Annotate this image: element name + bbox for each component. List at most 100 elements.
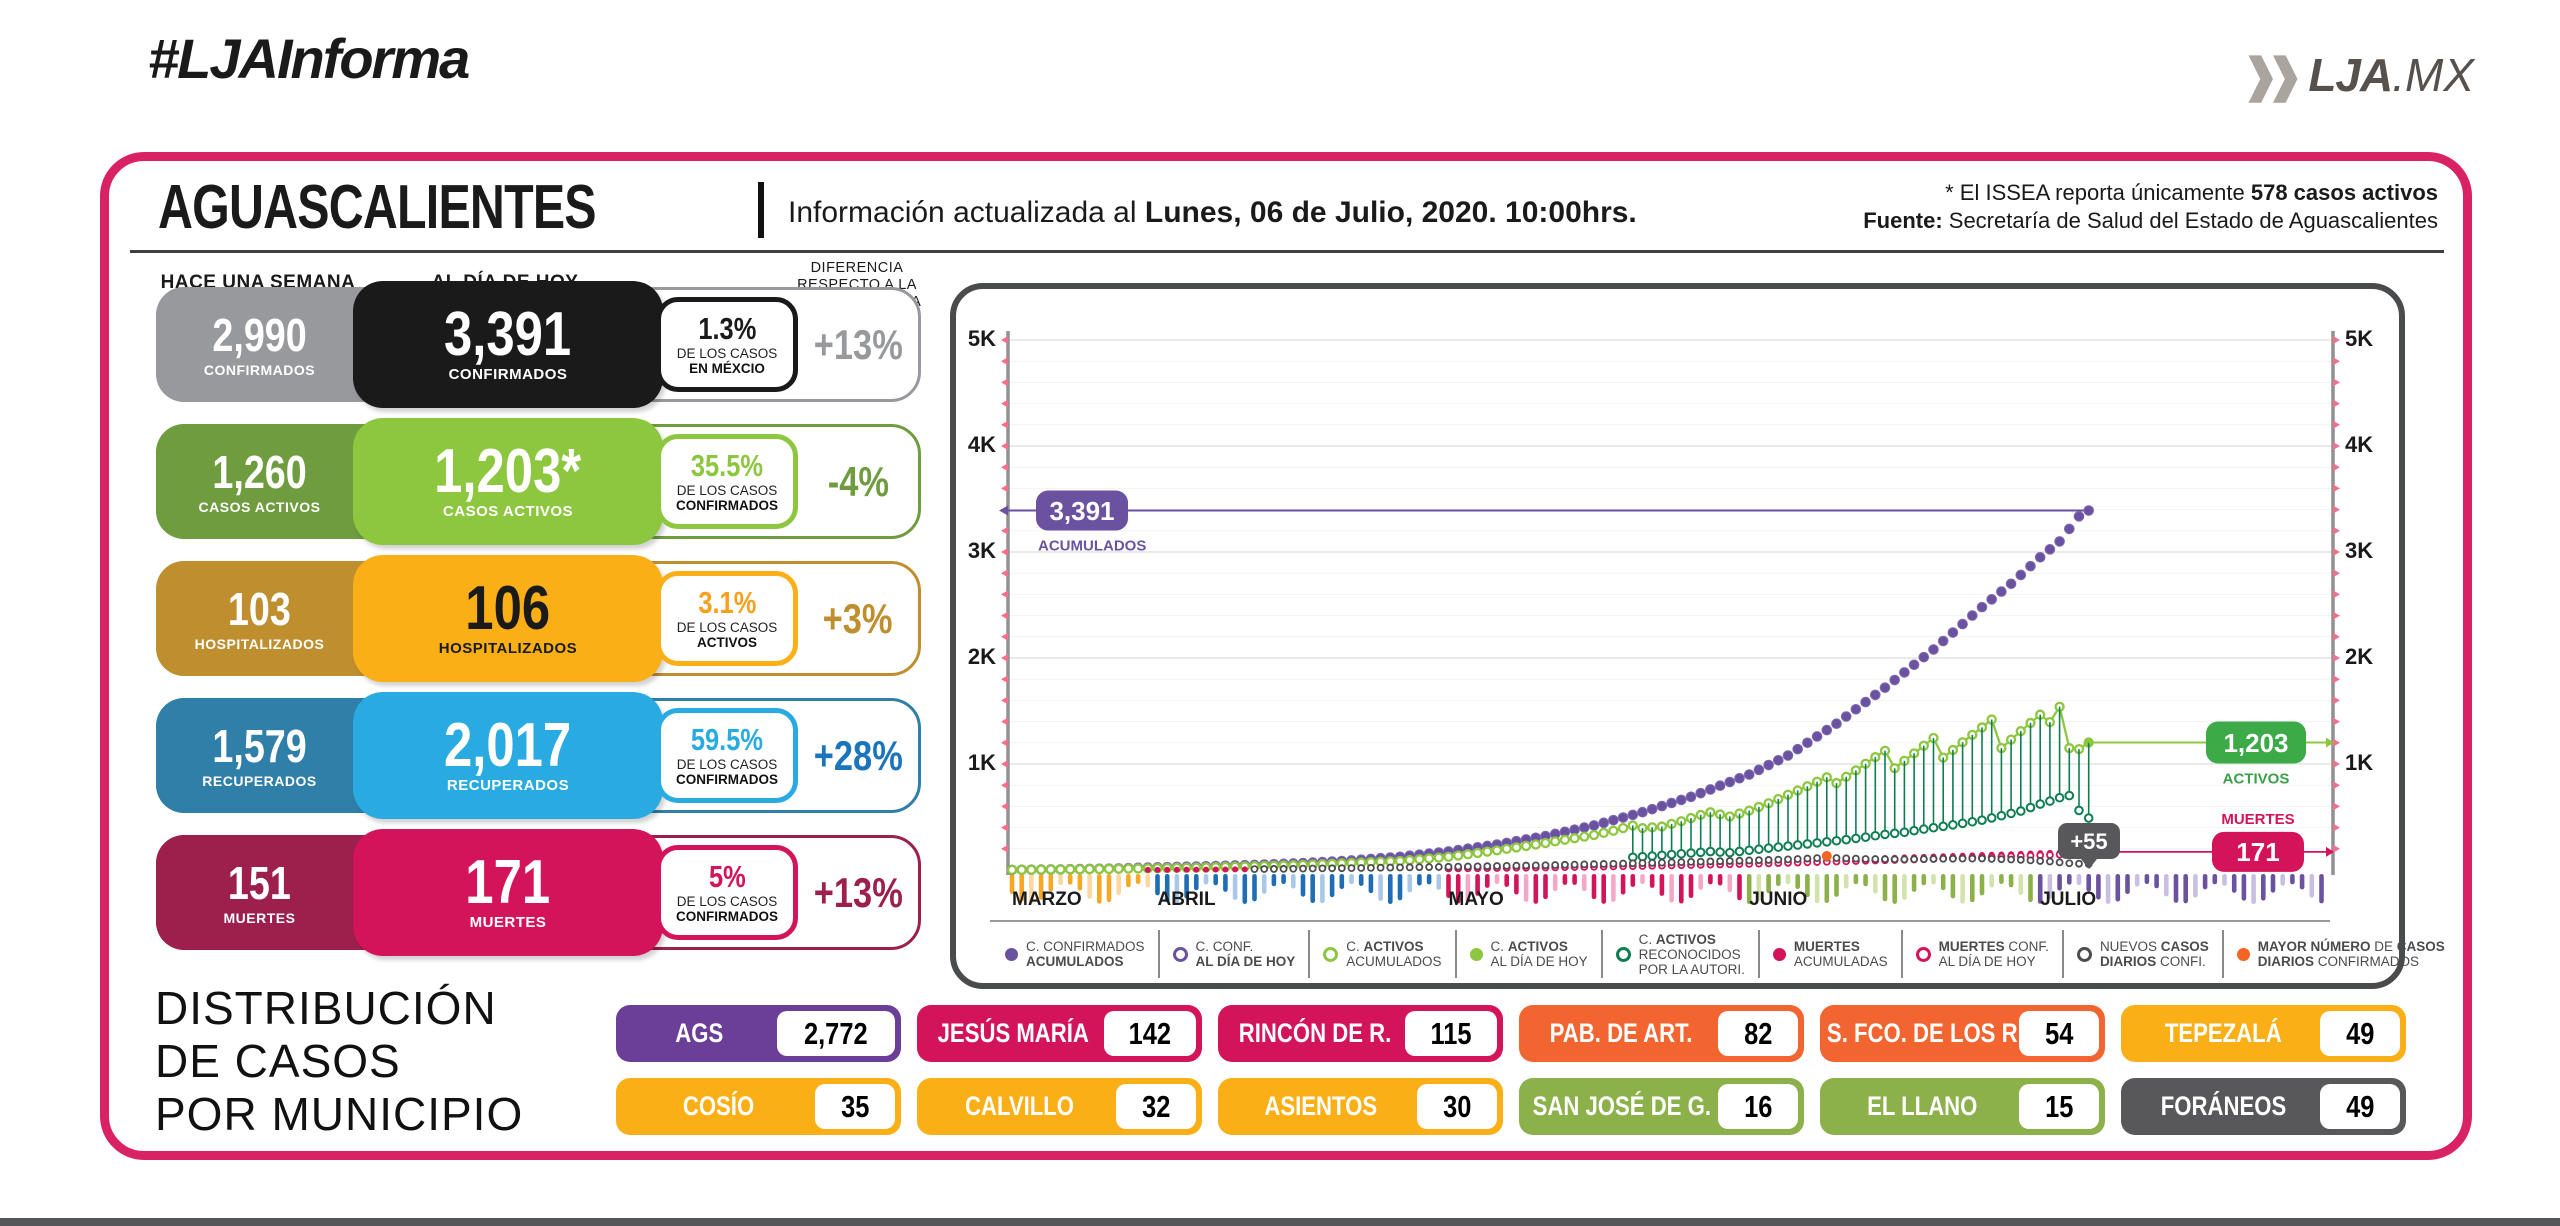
daily-bar bbox=[1698, 874, 1703, 890]
daily-bar bbox=[1213, 874, 1218, 886]
active-point bbox=[1540, 837, 1551, 849]
daily-bar bbox=[1126, 874, 1131, 888]
tick-left bbox=[1001, 590, 1008, 599]
deaths-point bbox=[1232, 866, 1239, 873]
open-point bbox=[1978, 854, 1986, 863]
daily-bar bbox=[1873, 874, 1878, 894]
source-note: Fuente: Secretaría de Salud del Estado d… bbox=[1863, 208, 2438, 233]
municipality-badge-cos-o: COSÍO 35 bbox=[616, 1078, 901, 1135]
open-point bbox=[1803, 854, 1812, 863]
open-point bbox=[2036, 857, 2045, 865]
legend-label: C. CONF. AL DÍA DE HOY bbox=[1195, 939, 1296, 969]
recognized-point bbox=[1919, 824, 1929, 834]
last-week-label: MUERTES bbox=[223, 910, 296, 926]
daily-bar bbox=[2261, 874, 2266, 901]
municipality-name: COSÍO bbox=[682, 1091, 755, 1121]
active-point bbox=[1084, 863, 1095, 875]
open-point bbox=[1919, 855, 1928, 863]
issea-note: * El ISSEA reporta únicamente 578 casos … bbox=[1945, 180, 2438, 205]
recognized-point bbox=[1967, 816, 1978, 827]
daily-bar bbox=[1242, 874, 1248, 904]
active-point bbox=[1588, 829, 1600, 841]
tick-right bbox=[2333, 420, 2340, 429]
daily-bar bbox=[1824, 874, 1830, 904]
confirmed-badge bbox=[1036, 490, 1128, 531]
recognized-point bbox=[1831, 835, 1842, 846]
bottom-bar bbox=[0, 1218, 2560, 1226]
legend-marker-icon bbox=[1172, 946, 1188, 962]
confirmed-point bbox=[1890, 675, 1899, 685]
confirmed-point bbox=[2016, 570, 2026, 580]
daily-bar bbox=[1853, 874, 1859, 885]
open-point bbox=[2055, 858, 2064, 867]
epidemic-curve-chart: 1K 1K 2K 2K 3K 3K 4K 4K 5K 5K 3,391 ACUMULADOS 1,203… bbox=[950, 283, 2405, 989]
confirmed-point bbox=[1580, 823, 1589, 832]
recognized-point bbox=[2016, 806, 2026, 816]
daily-bar bbox=[2067, 874, 2072, 885]
legend-label: C. CONFIRMADOS ACUMULADOS bbox=[1026, 939, 1145, 969]
daily-bar bbox=[2018, 874, 2024, 896]
open-point bbox=[1774, 855, 1783, 864]
deaths-point bbox=[1173, 866, 1180, 873]
daily-bar bbox=[1223, 874, 1228, 892]
daily-bar bbox=[2096, 874, 2101, 900]
legend-label: C. ACTIVOS AL DÍA DE HOY bbox=[1490, 939, 1588, 969]
brand-tld: .MX bbox=[2392, 49, 2474, 101]
percent-line2: DE LOS CASOS bbox=[676, 893, 778, 909]
confirmed-point bbox=[1812, 732, 1822, 741]
confirmed-point bbox=[1647, 804, 1657, 814]
open-point bbox=[1396, 863, 1404, 872]
recognized-point bbox=[1948, 820, 1958, 830]
active-point bbox=[1462, 849, 1474, 860]
open-point bbox=[1580, 860, 1589, 869]
recognized-point bbox=[1841, 834, 1852, 845]
daily-bar bbox=[1145, 874, 1151, 888]
tick-right bbox=[2333, 569, 2340, 578]
daily-bar bbox=[1475, 874, 1480, 896]
daily-bar bbox=[1019, 874, 1024, 902]
daily-bar bbox=[1349, 874, 1354, 885]
title-divider bbox=[758, 182, 764, 238]
daily-bar bbox=[1077, 874, 1083, 891]
percent-value: 35.5% bbox=[690, 447, 764, 483]
open-point bbox=[2026, 856, 2035, 865]
open-point bbox=[1968, 854, 1977, 863]
percent-line2: DE LOS CASOS bbox=[676, 482, 778, 498]
lja-informa-hashtag: #LJA bbox=[148, 27, 279, 90]
legend-marker-icon bbox=[1615, 946, 1631, 962]
stat-row-recuperados: 1,579 RECUPERADOS 2,017 RECUPERADOS 59.5% DE … bbox=[156, 692, 921, 819]
municipality-count: 49 bbox=[2320, 1084, 2400, 1129]
recognized-point bbox=[1792, 840, 1803, 850]
confirmed-point bbox=[1851, 705, 1861, 714]
recognized-point bbox=[2035, 799, 2045, 809]
daily-bar bbox=[1795, 874, 1800, 890]
daily-bar bbox=[2183, 874, 2188, 904]
deaths-badge-label: MUERTES bbox=[2221, 811, 2294, 828]
recognized-point bbox=[1773, 842, 1784, 852]
municipality-badge-asientos: ASIENTOS 30 bbox=[1218, 1078, 1503, 1135]
daily-bar bbox=[1155, 874, 1160, 896]
daily-bar bbox=[2309, 874, 2315, 898]
active-point bbox=[1453, 850, 1464, 861]
tick-left bbox=[1001, 844, 1008, 853]
today-value: 2,017 bbox=[444, 711, 572, 780]
daily-bar bbox=[1271, 874, 1277, 887]
tick-right bbox=[2333, 738, 2340, 747]
open-point bbox=[1638, 859, 1647, 868]
percent-value: 3.1% bbox=[698, 584, 756, 620]
last-week-label: CASOS ACTIVOS bbox=[198, 499, 321, 515]
confirmed-point bbox=[2035, 553, 2045, 562]
municipality-count: 49 bbox=[2320, 1011, 2400, 1056]
legend-item: NUEVOS CASOS DIARIOS CONFI. bbox=[2061, 930, 2222, 978]
open-point bbox=[1425, 863, 1434, 871]
confirmed-point bbox=[1677, 795, 1686, 805]
daily-bar bbox=[2076, 874, 2082, 886]
percent-value: 1.3% bbox=[698, 310, 756, 346]
daily-bar bbox=[1552, 874, 1558, 892]
daily-bar bbox=[2057, 874, 2062, 891]
tick-right bbox=[2333, 399, 2340, 408]
deaths-point bbox=[1154, 866, 1161, 873]
last-week-card: 1,579 RECUPERADOS bbox=[156, 698, 363, 813]
recognized-point bbox=[1802, 839, 1813, 849]
open-point bbox=[2046, 857, 2054, 866]
